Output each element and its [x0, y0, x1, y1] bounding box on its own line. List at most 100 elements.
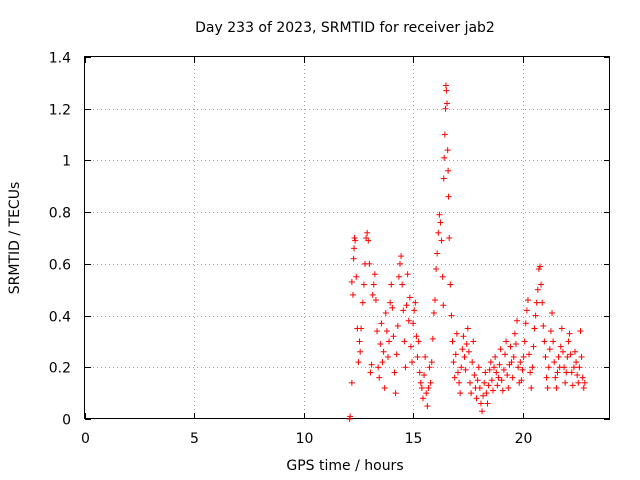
data-point	[477, 400, 484, 407]
data-point	[510, 353, 517, 360]
y-tick-label: 0.2	[49, 361, 71, 377]
data-point	[545, 364, 552, 371]
data-point	[471, 372, 478, 379]
data-point	[492, 353, 499, 360]
data-point	[369, 291, 376, 298]
y-tick-label: 0.8	[49, 206, 71, 222]
data-point	[417, 379, 424, 386]
data-point	[429, 335, 436, 342]
data-point	[347, 413, 354, 420]
data-point	[406, 294, 413, 301]
data-point	[541, 338, 548, 345]
data-point	[384, 353, 391, 360]
data-point	[465, 348, 472, 355]
data-point	[377, 341, 384, 348]
data-point	[464, 325, 471, 332]
data-point	[451, 374, 458, 381]
data-point	[515, 364, 522, 371]
data-point	[415, 338, 422, 345]
y-tick-label: 0.6	[49, 258, 71, 274]
data-point	[528, 384, 535, 391]
data-point	[509, 374, 516, 381]
data-point	[557, 343, 564, 350]
data-point	[461, 353, 468, 360]
data-point	[496, 361, 503, 368]
data-point	[522, 320, 529, 327]
data-point	[382, 309, 389, 316]
data-point	[500, 366, 507, 373]
data-point	[552, 374, 559, 381]
data-point	[381, 384, 388, 391]
data-point	[521, 338, 528, 345]
data-point	[463, 341, 470, 348]
data-point	[555, 353, 562, 360]
data-point	[526, 351, 533, 358]
data-point	[409, 359, 416, 366]
data-point	[374, 328, 381, 335]
data-point	[579, 374, 586, 381]
data-point	[551, 359, 558, 366]
data-point	[407, 343, 414, 350]
data-point	[437, 219, 444, 226]
data-point	[554, 369, 561, 376]
data-point	[366, 260, 373, 267]
data-point	[378, 320, 385, 327]
data-point	[488, 377, 495, 384]
data-point	[529, 364, 536, 371]
data-point	[440, 302, 447, 309]
data-point	[547, 328, 554, 335]
data-point	[402, 364, 409, 371]
data-point	[413, 333, 420, 340]
data-point	[383, 328, 390, 335]
data-point	[386, 338, 393, 345]
data-point	[371, 271, 378, 278]
data-point	[387, 299, 394, 306]
data-point	[353, 273, 360, 280]
data-point	[367, 369, 374, 376]
data-point	[352, 237, 359, 244]
data-point	[456, 379, 463, 386]
data-point	[365, 237, 372, 244]
data-point	[351, 245, 358, 252]
data-point	[580, 384, 587, 391]
data-point	[444, 147, 451, 154]
data-point	[561, 364, 568, 371]
data-point	[454, 369, 461, 376]
data-point	[428, 359, 435, 366]
data-point	[575, 379, 582, 386]
data-point	[473, 395, 480, 402]
data-point	[425, 384, 432, 391]
data-point	[394, 322, 401, 329]
data-point	[572, 348, 578, 355]
data-point	[410, 320, 417, 327]
data-point	[577, 328, 584, 335]
data-point	[449, 338, 456, 345]
data-point	[440, 175, 447, 182]
data-point	[393, 351, 400, 358]
data-point	[519, 366, 526, 373]
data-point	[348, 278, 355, 285]
data-point	[421, 372, 428, 379]
data-point	[397, 260, 403, 267]
data-point	[355, 359, 362, 366]
data-point	[444, 100, 451, 107]
data-point	[349, 291, 356, 298]
data-point	[503, 338, 510, 345]
data-point	[504, 372, 511, 379]
data-point	[348, 379, 355, 386]
data-point	[433, 266, 440, 273]
plot-frame	[84, 56, 610, 419]
data-point	[567, 351, 574, 358]
data-point	[414, 353, 421, 360]
data-point	[499, 387, 506, 394]
data-point	[531, 325, 538, 332]
data-point	[398, 253, 405, 260]
x-tick-label: 5	[190, 431, 199, 447]
data-point	[481, 379, 488, 386]
data-point	[375, 364, 382, 371]
data-point	[485, 382, 492, 389]
data-point	[511, 330, 518, 337]
data-point	[484, 400, 491, 407]
data-point	[399, 281, 406, 288]
data-point	[479, 408, 486, 415]
